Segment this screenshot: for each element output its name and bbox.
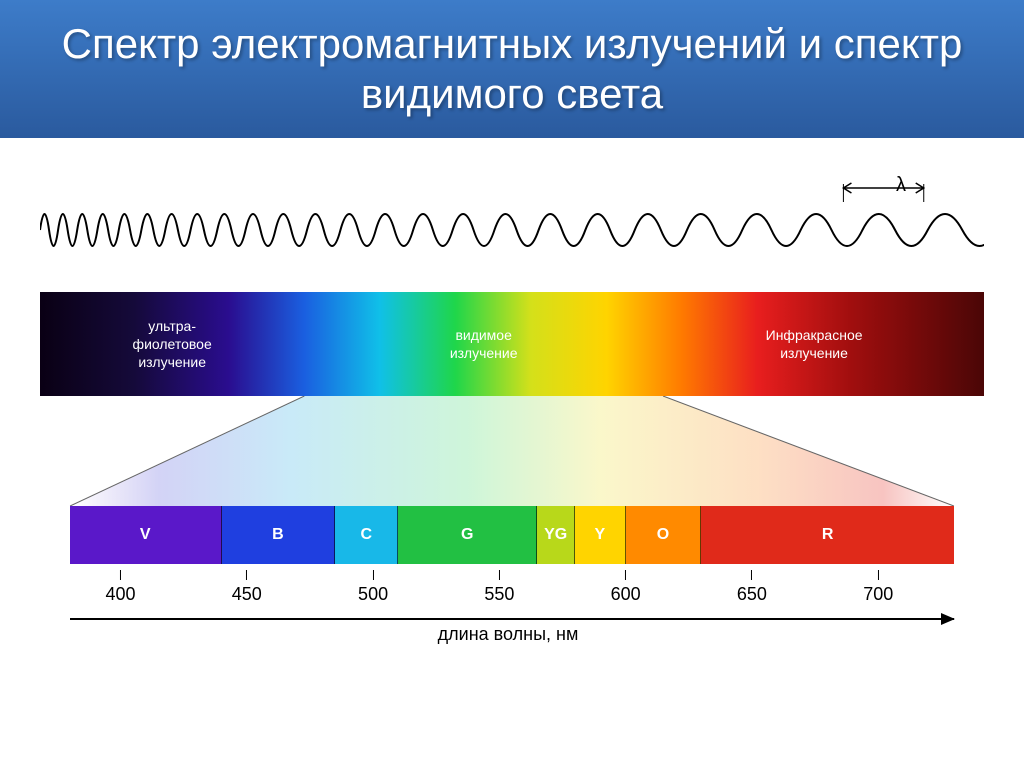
- visible-segment-v: V: [70, 506, 222, 564]
- axis-line: [70, 618, 954, 620]
- visible-segment-y: Y: [575, 506, 626, 564]
- axis-tick: 600: [611, 570, 641, 605]
- projection-svg: [40, 396, 984, 506]
- uv-label: ультра-фиолетовоеизлучение: [82, 317, 262, 372]
- main-spectrum-bar: ультра-фиолетовоеизлучение видимоеизлуче…: [40, 292, 984, 396]
- visible-segment-o: O: [626, 506, 702, 564]
- visible-spectrum-bar: VBCGYGYOR: [70, 506, 954, 564]
- visible-segment-r: R: [701, 506, 954, 564]
- lambda-label: λ: [896, 174, 906, 197]
- title-band: Спектр электромагнитных излучений и спек…: [0, 0, 1024, 138]
- wave-svg: [40, 168, 984, 278]
- ir-label: Инфракрасноеизлучение: [724, 326, 904, 362]
- axis-ticks: 400 450 500 550 600 650 700: [70, 570, 954, 616]
- axis-label: длина волны, нм: [438, 624, 579, 645]
- axis-tick: 700: [863, 570, 893, 605]
- diagram-content: λ ультра-фиолетовоеизлучение видимоеизлу…: [0, 138, 1024, 645]
- page-title: Спектр электромагнитных излучений и спек…: [0, 19, 1024, 120]
- visible-segment-c: C: [335, 506, 398, 564]
- visible-segment-yg: YG: [537, 506, 575, 564]
- projection-triangle: [40, 396, 984, 506]
- axis-tick: 650: [737, 570, 767, 605]
- wave-diagram: λ: [40, 168, 984, 278]
- visible-segment-b: B: [222, 506, 336, 564]
- axis-tick: 450: [232, 570, 262, 605]
- axis-tick: 400: [105, 570, 135, 605]
- axis-label-row: длина волны, нм: [40, 624, 984, 645]
- visible-label: видимоеизлучение: [394, 326, 574, 362]
- axis-tick: 550: [484, 570, 514, 605]
- visible-segment-g: G: [398, 506, 537, 564]
- axis-tick: 500: [358, 570, 388, 605]
- visible-spectrum-wrap: VBCGYGYOR 400 450 500 550 600 650 700 длина во…: [40, 506, 984, 645]
